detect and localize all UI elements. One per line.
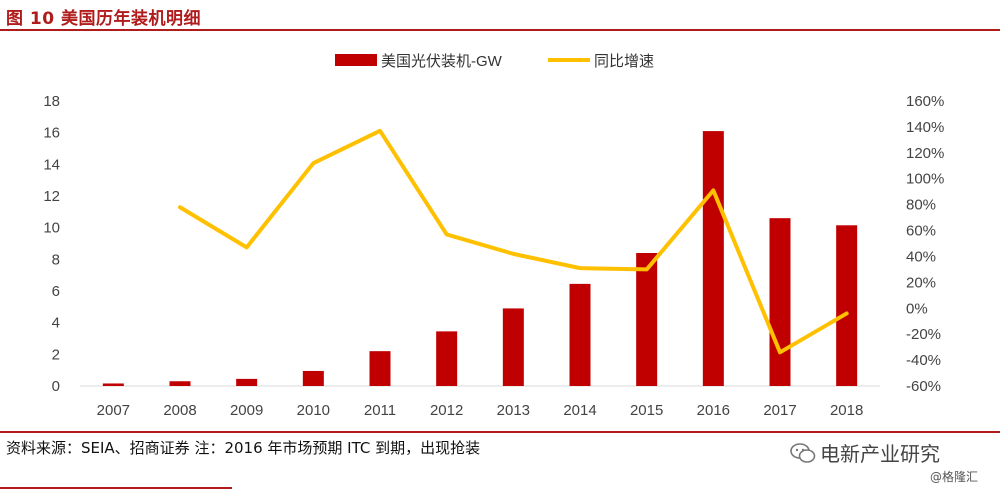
bar-2009	[236, 378, 258, 386]
x-tick-label: 2009	[230, 402, 263, 419]
left-tick-label: 0	[52, 378, 60, 395]
legend-line-label: 同比增速	[594, 53, 654, 70]
x-tick-label: 2018	[830, 402, 863, 419]
legend: 美国光伏装机-GW 同比增速	[335, 53, 654, 70]
bar-2018	[836, 225, 858, 386]
right-tick-label: 60%	[906, 223, 936, 240]
right-tick-label: 160%	[906, 93, 944, 110]
right-tick-label: 20%	[906, 274, 936, 291]
wechat-icon	[790, 443, 816, 463]
right-tick-label: 120%	[906, 145, 944, 162]
bar-2011	[369, 351, 391, 386]
right-tick-label: -60%	[906, 378, 941, 395]
bar-2008	[169, 381, 191, 386]
x-tick-label: 2012	[430, 402, 463, 419]
plot-area	[80, 128, 880, 387]
bar-2016	[702, 131, 724, 386]
figure-title: 图 10 美国历年装机明细	[6, 9, 201, 29]
right-tick-label: 100%	[906, 171, 944, 188]
left-tick-label: 14	[43, 156, 60, 173]
x-tick-label: 2008	[163, 402, 196, 419]
left-tick-label: 18	[43, 93, 60, 110]
bar-2010	[302, 370, 324, 386]
bar-2017	[769, 218, 791, 386]
title-divider	[0, 29, 1000, 31]
right-tick-label: 0%	[906, 300, 928, 317]
legend-bar-label: 美国光伏装机-GW	[381, 53, 503, 70]
x-tick-label: 2010	[297, 402, 330, 419]
watermark-text: 电新产业研究	[820, 442, 940, 466]
right-tick-label: -40%	[906, 352, 941, 369]
bar-2015	[636, 253, 658, 386]
left-tick-label: 8	[52, 251, 60, 268]
source-divider	[0, 431, 1000, 433]
right-y-axis: -60% -40% -20% 0% 20% 40% 60% 80% 100% 120% 140% 16…	[906, 93, 944, 395]
watermark-handle: @格隆汇	[930, 470, 979, 484]
left-y-axis: 0 2 4 6 8 10 12 14 16 18	[43, 93, 60, 395]
right-tick-label: 40%	[906, 248, 936, 265]
legend-bar-swatch	[335, 54, 377, 66]
bar-2012	[436, 331, 458, 386]
x-tick-label: 2011	[364, 402, 396, 419]
left-tick-label: 16	[43, 125, 60, 142]
x-tick-label: 2016	[697, 402, 730, 419]
bar-2007	[102, 383, 124, 386]
x-tick-label: 2015	[630, 402, 663, 419]
x-tick-label: 2017	[763, 402, 796, 419]
bottom-divider	[0, 487, 232, 489]
bar-2014	[569, 283, 591, 386]
left-tick-label: 10	[43, 220, 60, 237]
right-tick-label: 140%	[906, 119, 944, 136]
left-tick-label: 2	[52, 346, 60, 363]
source-note: 资料来源：SEIA、招商证券 注：2016 年市场预期 ITC 到期，出现抢装	[6, 439, 481, 457]
x-tick-label: 2014	[563, 402, 596, 419]
right-tick-label: 80%	[906, 197, 936, 214]
x-tick-label: 2013	[497, 402, 530, 419]
watermark: 电新产业研究	[790, 438, 940, 467]
left-tick-label: 6	[52, 283, 60, 300]
left-tick-label: 4	[52, 315, 60, 332]
bar-2013	[502, 308, 524, 386]
x-tick-label: 2007	[97, 402, 130, 419]
left-tick-label: 12	[43, 188, 60, 205]
x-axis: 2007 2008 2009 2010 2011 2012 2013 2014 2015 2016…	[97, 402, 864, 419]
right-tick-label: -20%	[906, 326, 941, 343]
